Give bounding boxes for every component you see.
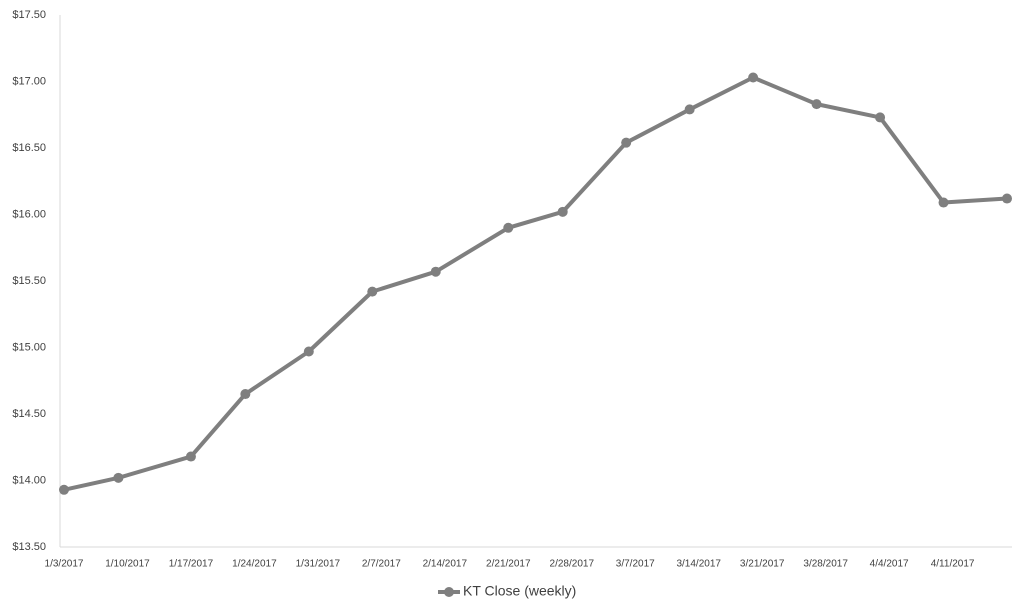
legend-label: KT Close (weekly) (463, 583, 576, 599)
data-point (430, 266, 441, 277)
data-point (185, 451, 196, 462)
x-tick-label: 2/14/2017 (423, 559, 468, 570)
data-point (303, 346, 314, 357)
x-tick-label: 3/7/2017 (616, 559, 655, 570)
data-point (748, 72, 759, 83)
x-tick-label: 3/21/2017 (740, 559, 785, 570)
y-tick-label: $15.00 (12, 341, 46, 353)
y-tick-label: $17.50 (12, 9, 46, 21)
x-tick-label: 1/31/2017 (296, 559, 341, 570)
x-tick-label: 3/28/2017 (803, 559, 848, 570)
y-tick-label: $15.50 (12, 275, 46, 287)
x-tick-label: 1/24/2017 (232, 559, 277, 570)
y-tick-label: $16.00 (12, 208, 46, 220)
data-point (367, 286, 378, 297)
x-tick-label: 4/11/2017 (931, 559, 975, 570)
x-tick-label: 2/7/2017 (362, 559, 401, 570)
x-tick-label: 2/21/2017 (486, 559, 531, 570)
data-point (875, 112, 886, 123)
data-point (557, 206, 568, 217)
data-point (811, 99, 822, 110)
y-tick-label: $14.00 (12, 474, 46, 486)
x-tick-label: 1/10/2017 (105, 559, 150, 570)
data-point (621, 137, 632, 148)
legend-marker (444, 587, 454, 597)
x-tick-label: 1/17/2017 (169, 559, 214, 570)
x-tick-label: 1/3/2017 (45, 559, 84, 570)
x-tick-label: 2/28/2017 (550, 559, 595, 570)
data-point (503, 222, 514, 233)
data-point (113, 472, 124, 483)
y-tick-label: $14.50 (12, 408, 46, 420)
series-line (63, 75, 1008, 492)
data-point (1002, 193, 1012, 204)
data-point (59, 484, 69, 495)
data-point (684, 104, 695, 115)
data-point (938, 197, 949, 208)
x-tick-label: 4/4/2017 (870, 559, 909, 570)
x-tick-label: 3/14/2017 (676, 559, 721, 570)
y-tick-label: $16.50 (12, 142, 46, 154)
data-point (240, 389, 251, 400)
y-tick-label: $13.50 (12, 541, 46, 553)
y-tick-label: $17.00 (12, 75, 46, 87)
